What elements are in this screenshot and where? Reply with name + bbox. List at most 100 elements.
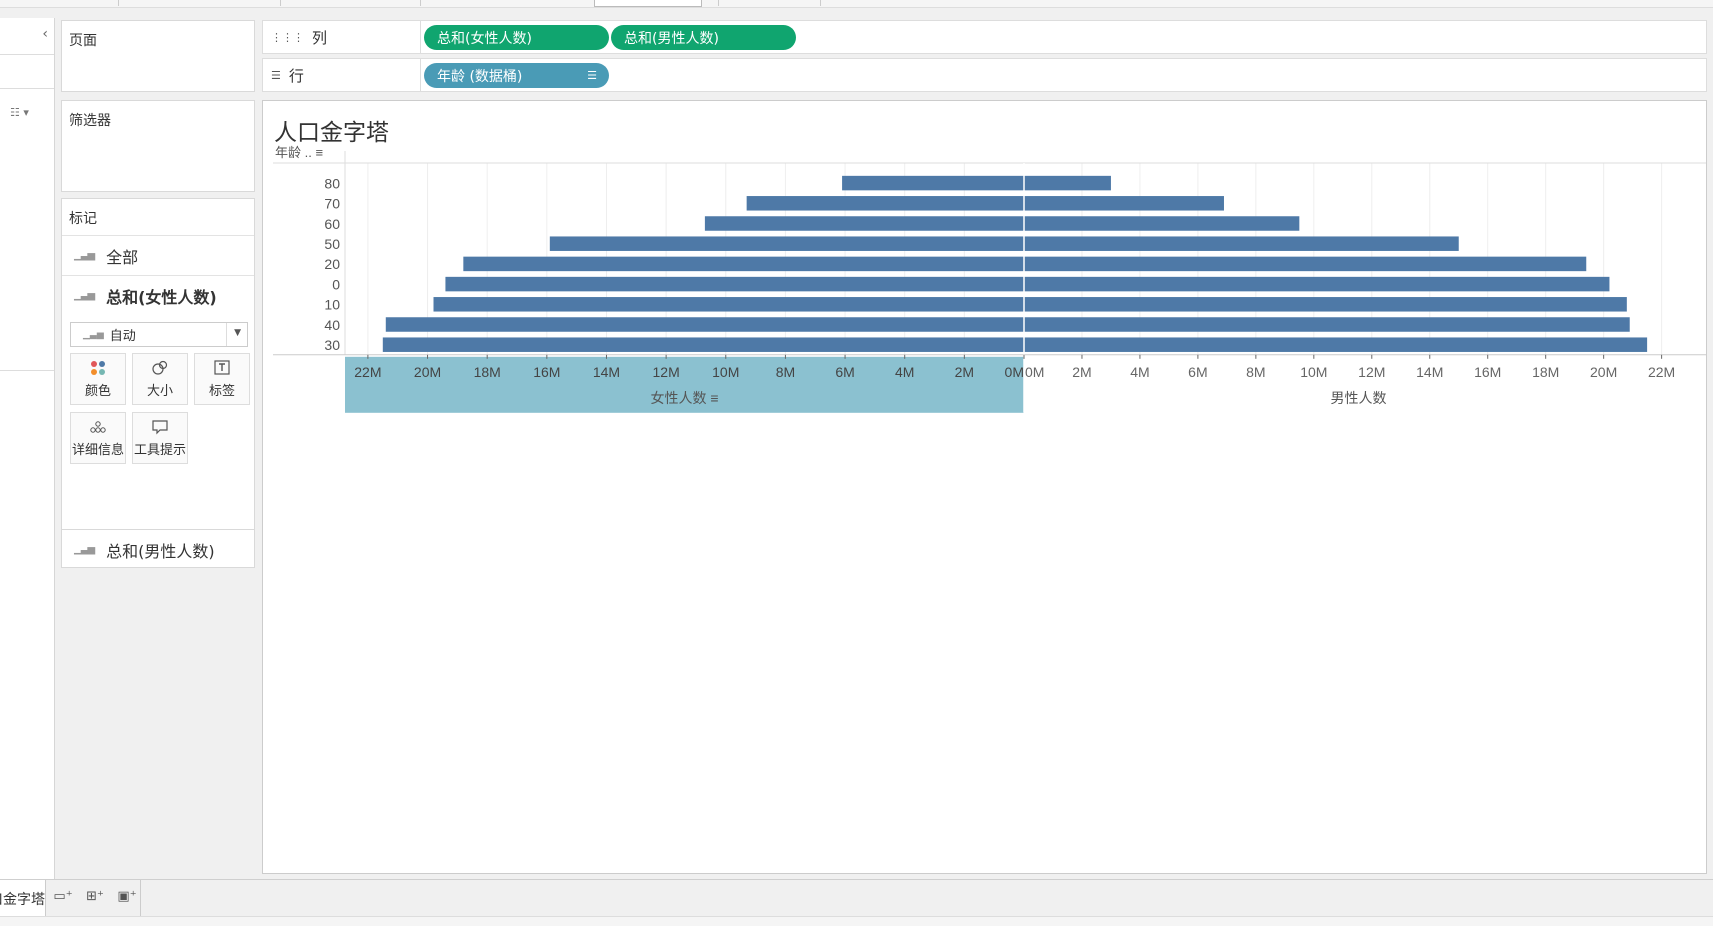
- pill-label: 总和(男性人数): [624, 30, 719, 47]
- female-axis-tick-label: 4M: [895, 364, 914, 380]
- marks-all-row[interactable]: ▁▃▅ 全部: [62, 235, 254, 275]
- female-axis-tick-label: 22M: [354, 364, 381, 380]
- pill-age-bin[interactable]: 年龄 (数据桶) ☰: [424, 63, 609, 88]
- detail-button-label: 详细信息: [71, 443, 124, 458]
- marks-card: 标记 ▁▃▅ 全部 ▁▃▅ 总和(女性人数) ▁▃▅ 自动 ▼ 颜色 大小 标签: [61, 198, 255, 568]
- detail-icon: [71, 413, 125, 439]
- female-axis-tick-label: 0M: [1005, 364, 1024, 380]
- sheet-tab[interactable]: 人口金字塔: [0, 880, 46, 916]
- female-bar: [549, 236, 1024, 251]
- female-bar: [445, 276, 1025, 292]
- male-bar: [1024, 256, 1587, 272]
- male-axis-tick-label: 8M: [1246, 364, 1265, 380]
- male-bar: [1024, 297, 1627, 312]
- detail-button[interactable]: 详细信息: [70, 412, 126, 464]
- label-button[interactable]: 标签: [194, 353, 250, 405]
- female-bar: [382, 337, 1024, 352]
- age-tick-label: 40: [324, 317, 340, 333]
- tooltip-icon: [133, 413, 187, 439]
- divider: [0, 54, 54, 55]
- toolbar-separator: [820, 0, 821, 6]
- tooltip-button-label: 工具提示: [133, 443, 186, 458]
- age-tick-label: 60: [324, 216, 340, 232]
- male-bar: [1024, 196, 1224, 211]
- female-axis-tick-label: 16M: [533, 364, 560, 380]
- chevron-left-icon[interactable]: ‹: [42, 26, 48, 42]
- male-axis-label: 男性人数: [1331, 390, 1387, 406]
- male-axis-tick-label: 10M: [1300, 364, 1327, 380]
- bar-chart-icon: ▁▃▅: [74, 250, 95, 261]
- new-story-icon[interactable]: ▣⁺: [117, 889, 137, 904]
- marks-card-title: 标记: [69, 211, 97, 227]
- male-axis-tick-label: 18M: [1532, 364, 1559, 380]
- age-tick-label: 0: [332, 276, 340, 292]
- male-axis-tick-label: 20M: [1590, 364, 1617, 380]
- label-icon: [195, 354, 249, 380]
- female-axis-tick-label: 14M: [593, 364, 620, 380]
- pages-card[interactable]: 页面: [61, 20, 255, 92]
- female-bar: [842, 175, 1024, 191]
- marks-all-label: 全部: [106, 247, 139, 267]
- age-tick-label: 70: [324, 196, 340, 212]
- female-axis-tick-label: 18M: [474, 364, 501, 380]
- marks-female-label: 总和(女性人数): [106, 287, 217, 307]
- row-header-label: 年龄 .. ≡: [275, 145, 323, 160]
- tooltip-button[interactable]: 工具提示: [132, 412, 188, 464]
- female-bar: [704, 216, 1024, 231]
- columns-icon: ⋮⋮⋮: [271, 30, 304, 44]
- chevron-down-icon: ▼: [234, 328, 241, 338]
- female-bar: [463, 256, 1024, 272]
- bar-chart-icon: ▁▃▅: [83, 329, 104, 340]
- divider: [140, 880, 141, 916]
- size-button[interactable]: 大小: [132, 353, 188, 405]
- female-axis-tick-label: 8M: [776, 364, 795, 380]
- rows-shelf[interactable]: ☰ 行 年龄 (数据桶) ☰: [262, 58, 1707, 92]
- rows-shelf-name: ☰ 行: [263, 59, 421, 91]
- pill-male-sum[interactable]: 总和(男性人数): [611, 25, 796, 50]
- male-bar: [1024, 337, 1648, 352]
- male-axis-tick-label: 4M: [1130, 364, 1149, 380]
- male-axis-tick-label: 14M: [1416, 364, 1443, 380]
- divider: [0, 370, 54, 371]
- male-axis-tick-label: 0M: [1025, 364, 1044, 380]
- male-axis-tick-label: 6M: [1188, 364, 1207, 380]
- rows-icon: ☰: [271, 68, 281, 82]
- female-bar: [746, 196, 1024, 211]
- pages-card-title: 页面: [69, 33, 97, 49]
- age-tick-label: 20: [324, 256, 340, 272]
- filters-card[interactable]: 筛选器: [61, 100, 255, 192]
- data-pane: ‹ ☷ ▾: [0, 18, 55, 880]
- divider: [0, 88, 54, 89]
- new-dashboard-icon[interactable]: ⊞⁺: [86, 889, 104, 904]
- population-pyramid-chart: 年龄 .. ≡80 70 60 50 20 0 10 40 30 22M 20M 18M 16M 14M 1…: [273, 145, 1706, 413]
- mark-type-value: 自动: [109, 329, 136, 344]
- sort-descending-icon: ☰: [587, 69, 597, 82]
- female-axis-tick-label: 2M: [955, 364, 974, 380]
- male-axis-tick-label: 2M: [1072, 364, 1091, 380]
- marks-female-row[interactable]: ▁▃▅ 总和(女性人数): [62, 275, 254, 315]
- size-button-label: 大小: [146, 384, 173, 399]
- pill-label: 年龄 (数据桶): [437, 68, 523, 85]
- rows-shelf-label: 行: [288, 66, 304, 85]
- mark-type-dropdown[interactable]: ▁▃▅ 自动 ▼: [70, 322, 248, 347]
- columns-shelf[interactable]: ⋮⋮⋮ 列 总和(女性人数) 总和(男性人数): [262, 20, 1707, 54]
- pill-label: 总和(女性人数): [437, 30, 532, 47]
- female-axis-label: 女性人数 ≡: [650, 390, 718, 406]
- sort-select[interactable]: [594, 0, 702, 7]
- view-mode-icon[interactable]: ☷ ▾: [10, 106, 29, 119]
- pill-female-sum[interactable]: 总和(女性人数): [424, 25, 609, 50]
- age-tick-label: 80: [324, 175, 340, 191]
- bar-chart-icon: ▁▃▅: [74, 544, 95, 555]
- male-bar: [1024, 175, 1111, 191]
- new-worksheet-icon[interactable]: ▭⁺: [53, 889, 73, 904]
- marks-male-row[interactable]: ▁▃▅ 总和(男性人数): [62, 529, 254, 569]
- sheet-tab-bar: 人口金字塔 ▭⁺ ⊞⁺ ▣⁺: [0, 879, 1713, 916]
- columns-shelf-name: ⋮⋮⋮ 列: [263, 21, 421, 53]
- status-bar: [0, 916, 1713, 926]
- toolbar-separator: [420, 0, 421, 6]
- color-button[interactable]: 颜色: [70, 353, 126, 405]
- toolbar-separator: [718, 0, 719, 6]
- age-tick-label: 50: [324, 236, 340, 252]
- age-tick-label: 30: [324, 337, 340, 353]
- divider: [226, 323, 227, 346]
